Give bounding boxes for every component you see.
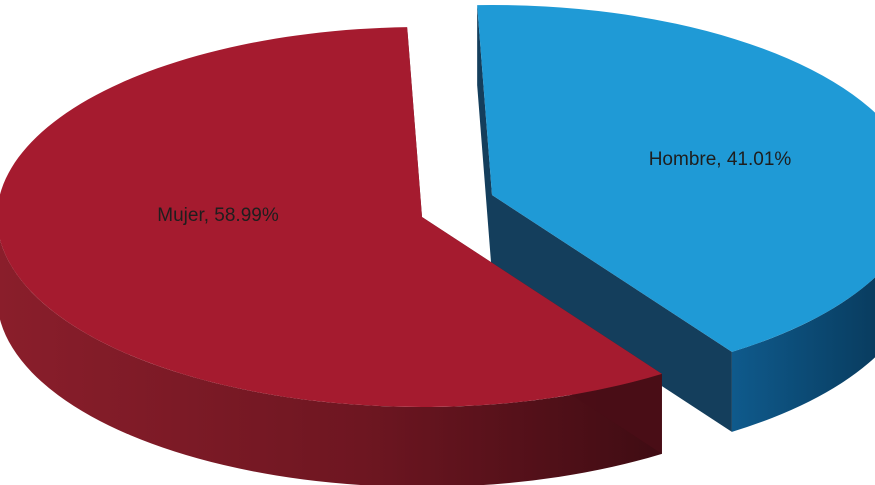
slice-cut-face-hombre — [477, 5, 492, 275]
slice-tops — [0, 5, 875, 407]
data-labels: Hombre, 41.01% Mujer, 58.99% — [157, 149, 791, 226]
slice-cut-face-hombre — [492, 195, 732, 432]
slice-mujer — [0, 27, 662, 407]
data-label-hombre: Hombre, 41.01% — [649, 149, 792, 170]
slice-hombre — [477, 5, 875, 352]
data-label-mujer: Mujer, 58.99% — [157, 205, 279, 226]
slice-side-hombre — [731, 277, 875, 432]
slice-side-mujer — [0, 239, 662, 485]
